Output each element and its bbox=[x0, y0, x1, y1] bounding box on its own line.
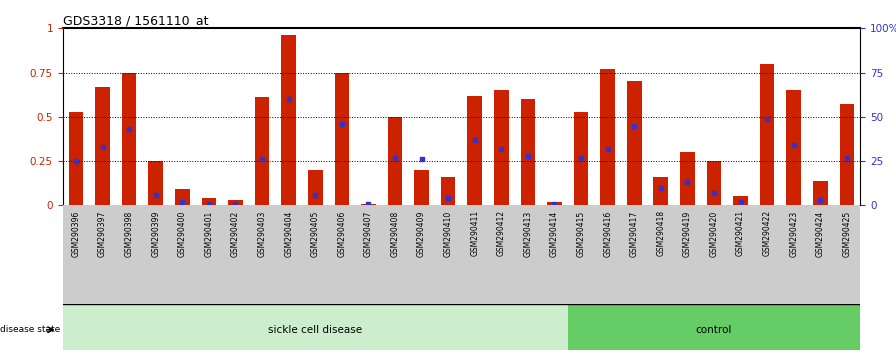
Text: GDS3318 / 1561110_at: GDS3318 / 1561110_at bbox=[63, 14, 208, 27]
Bar bbox=[494, 90, 509, 205]
Text: GSM290421: GSM290421 bbox=[736, 210, 745, 256]
Text: GSM290416: GSM290416 bbox=[603, 210, 612, 257]
Bar bbox=[228, 200, 243, 205]
Text: GSM290423: GSM290423 bbox=[789, 210, 798, 257]
Bar bbox=[707, 161, 721, 205]
Text: GSM290407: GSM290407 bbox=[364, 210, 373, 257]
Bar bbox=[414, 170, 429, 205]
Bar bbox=[69, 112, 83, 205]
Text: disease state: disease state bbox=[0, 325, 60, 334]
Bar bbox=[521, 99, 535, 205]
Point bbox=[680, 179, 694, 185]
Bar bbox=[760, 64, 774, 205]
Bar bbox=[787, 90, 801, 205]
Point bbox=[228, 201, 243, 206]
Text: GSM290410: GSM290410 bbox=[444, 210, 452, 257]
Point bbox=[733, 199, 747, 205]
Point bbox=[495, 146, 509, 152]
Text: GSM290417: GSM290417 bbox=[630, 210, 639, 257]
Point bbox=[627, 123, 642, 129]
Text: GSM290413: GSM290413 bbox=[523, 210, 532, 257]
Point bbox=[335, 121, 349, 127]
Text: GSM290424: GSM290424 bbox=[815, 210, 825, 257]
Text: GSM290405: GSM290405 bbox=[311, 210, 320, 257]
Point bbox=[388, 155, 402, 160]
Text: GSM290425: GSM290425 bbox=[842, 210, 851, 257]
Text: sickle cell disease: sickle cell disease bbox=[268, 325, 362, 335]
Point bbox=[760, 116, 774, 121]
Point bbox=[308, 192, 323, 198]
Bar bbox=[813, 181, 828, 205]
Text: GSM290398: GSM290398 bbox=[125, 210, 134, 257]
Text: control: control bbox=[696, 325, 732, 335]
Bar bbox=[547, 202, 562, 205]
Text: GSM290408: GSM290408 bbox=[391, 210, 400, 257]
Bar bbox=[254, 97, 270, 205]
Point bbox=[707, 190, 721, 196]
Point bbox=[414, 156, 428, 162]
Point bbox=[96, 144, 109, 150]
Point bbox=[361, 201, 375, 206]
Text: GSM290411: GSM290411 bbox=[470, 210, 479, 256]
Bar bbox=[308, 170, 323, 205]
Point bbox=[281, 96, 296, 102]
Text: GSM290409: GSM290409 bbox=[417, 210, 426, 257]
Point bbox=[441, 195, 455, 201]
Bar bbox=[568, 304, 874, 350]
Text: GSM290406: GSM290406 bbox=[337, 210, 347, 257]
Text: GSM290396: GSM290396 bbox=[72, 210, 81, 257]
Point bbox=[600, 146, 615, 152]
Bar bbox=[149, 161, 163, 205]
Point bbox=[654, 185, 668, 190]
Bar bbox=[63, 304, 568, 350]
Bar bbox=[334, 73, 349, 205]
Text: GSM290414: GSM290414 bbox=[550, 210, 559, 257]
Bar bbox=[388, 117, 402, 205]
Text: GSM290402: GSM290402 bbox=[231, 210, 240, 257]
Point bbox=[573, 155, 588, 160]
Bar bbox=[122, 73, 136, 205]
Bar bbox=[441, 177, 455, 205]
Point bbox=[122, 126, 136, 132]
Point bbox=[521, 153, 535, 159]
Text: GSM290420: GSM290420 bbox=[710, 210, 719, 257]
Point bbox=[840, 155, 854, 160]
Bar bbox=[627, 81, 642, 205]
Bar bbox=[600, 69, 615, 205]
Bar bbox=[202, 198, 216, 205]
Text: GSM290401: GSM290401 bbox=[204, 210, 213, 257]
Text: GSM290412: GSM290412 bbox=[496, 210, 506, 256]
Bar bbox=[175, 189, 190, 205]
Bar bbox=[733, 196, 748, 205]
Bar bbox=[840, 104, 854, 205]
Bar bbox=[95, 87, 110, 205]
Point bbox=[547, 201, 562, 206]
Point bbox=[69, 158, 83, 164]
Text: GSM290404: GSM290404 bbox=[284, 210, 293, 257]
Bar bbox=[680, 152, 694, 205]
Text: GSM290403: GSM290403 bbox=[257, 210, 267, 257]
Bar bbox=[573, 112, 589, 205]
Point bbox=[814, 197, 828, 203]
Point bbox=[149, 192, 163, 198]
Point bbox=[255, 156, 270, 162]
Text: GSM290419: GSM290419 bbox=[683, 210, 692, 257]
Point bbox=[202, 201, 216, 206]
Bar bbox=[361, 204, 375, 205]
Text: GSM290418: GSM290418 bbox=[656, 210, 666, 256]
Point bbox=[176, 199, 190, 205]
Bar bbox=[653, 177, 668, 205]
Bar bbox=[468, 96, 482, 205]
Text: GSM290397: GSM290397 bbox=[98, 210, 108, 257]
Point bbox=[468, 137, 482, 143]
Text: GSM290422: GSM290422 bbox=[762, 210, 771, 256]
Text: GSM290415: GSM290415 bbox=[576, 210, 586, 257]
Bar bbox=[281, 35, 296, 205]
Text: GSM290400: GSM290400 bbox=[177, 210, 187, 257]
Text: GSM290399: GSM290399 bbox=[151, 210, 160, 257]
Point bbox=[787, 142, 801, 148]
